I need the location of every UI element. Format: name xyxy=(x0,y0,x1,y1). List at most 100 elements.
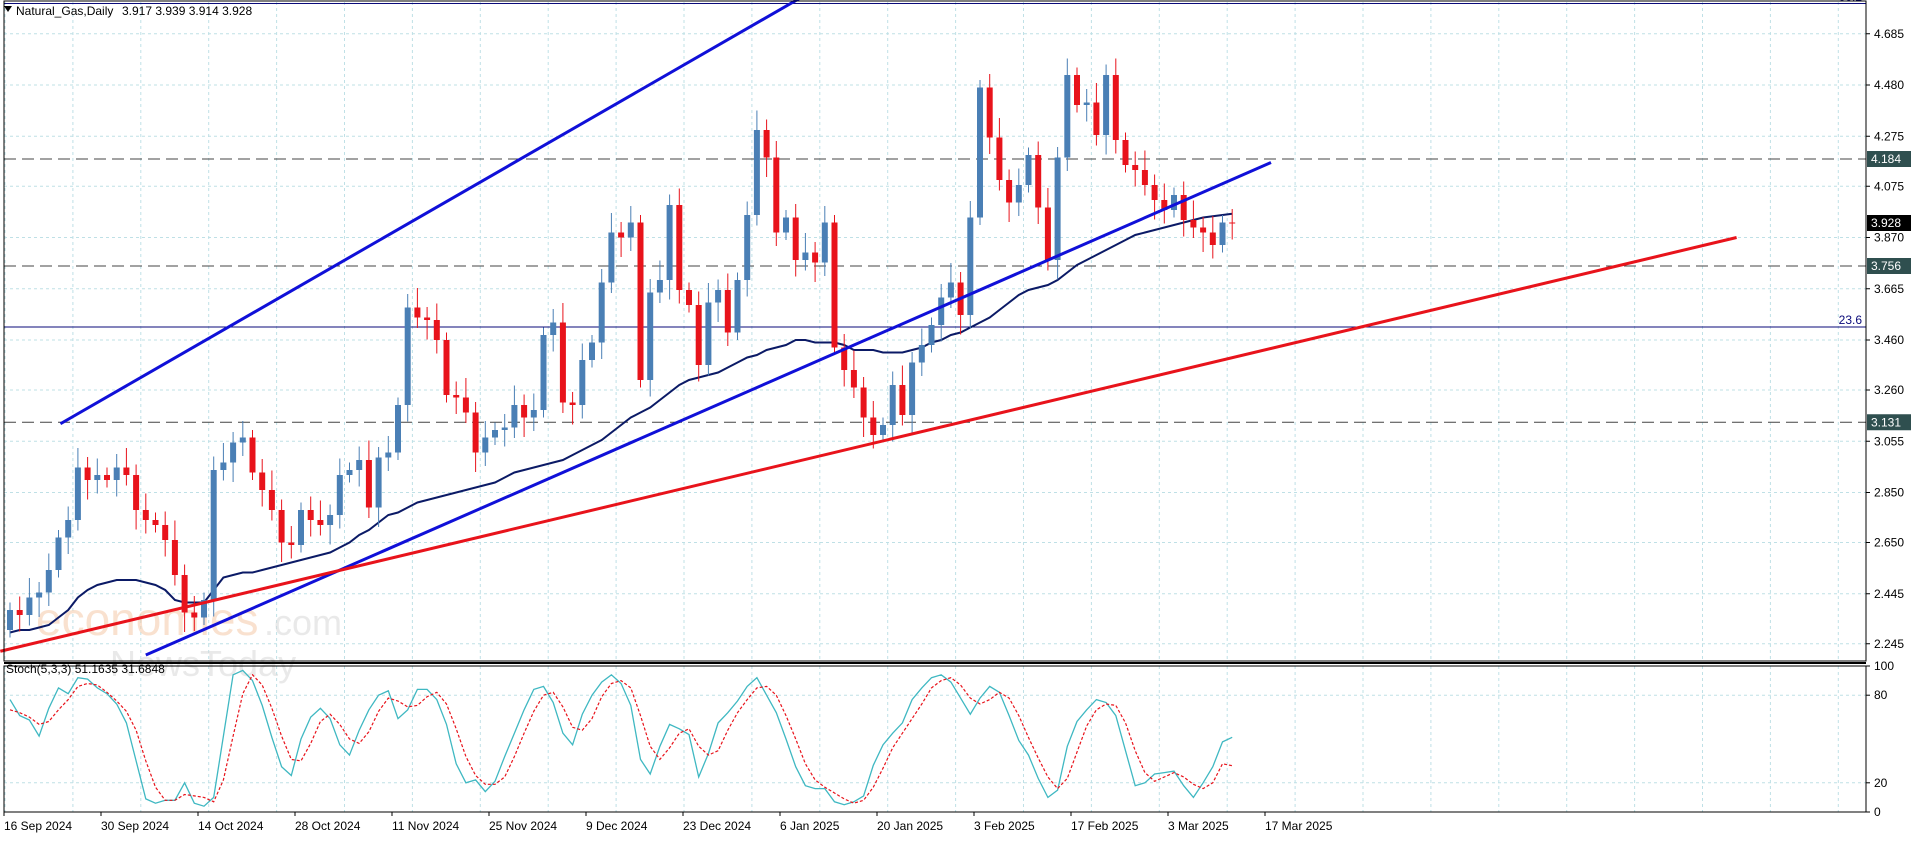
price-tick-label: 3.870 xyxy=(1874,231,1904,245)
date-tick-label: 3 Feb 2025 xyxy=(974,819,1035,833)
price-tick-label: 2.445 xyxy=(1874,587,1904,601)
candle-body xyxy=(36,592,43,598)
candle-body xyxy=(1200,227,1207,233)
candle-body xyxy=(637,222,644,380)
date-tick-label: 16 Sep 2024 xyxy=(4,819,72,833)
candle-body xyxy=(860,387,867,418)
candle-body xyxy=(550,322,557,335)
candle-body xyxy=(928,325,935,345)
candle-body xyxy=(540,335,547,410)
candle-body xyxy=(1025,155,1032,185)
candle-body xyxy=(482,437,489,453)
candle-body xyxy=(395,405,401,453)
level-price-label: 4.184 xyxy=(1871,152,1901,166)
candle-body xyxy=(45,570,52,593)
candle-body xyxy=(676,205,683,290)
candle-body xyxy=(579,360,586,405)
price-tick-label: 2.850 xyxy=(1874,486,1904,500)
candle-body xyxy=(899,385,906,415)
candle-body xyxy=(559,322,566,403)
candle-body xyxy=(589,342,595,360)
candle-body xyxy=(404,307,411,405)
candle-body xyxy=(792,217,799,260)
level-price-badge xyxy=(1867,151,1911,167)
candle-body xyxy=(16,610,23,615)
stochastic-main-line xyxy=(9,669,1233,807)
price-tick-label: 4.480 xyxy=(1874,78,1904,92)
channel-upper-line[interactable] xyxy=(59,0,805,426)
candle-body xyxy=(65,520,72,538)
date-tick-label: 3 Mar 2025 xyxy=(1168,819,1229,833)
candle-body xyxy=(220,462,227,470)
candle-body xyxy=(7,610,13,630)
candle-body xyxy=(996,137,1003,180)
candle-body xyxy=(346,470,353,475)
candle-body xyxy=(327,515,334,525)
candle-body xyxy=(259,472,266,490)
date-tick-label: 11 Nov 2024 xyxy=(392,819,459,833)
candle-body xyxy=(1112,75,1119,140)
level-price-badge xyxy=(1867,414,1911,431)
candle-body xyxy=(268,490,275,510)
date-tick-label: 14 Oct 2024 xyxy=(198,819,264,833)
candle-body xyxy=(715,290,722,303)
candle-body xyxy=(608,232,615,283)
candle-body xyxy=(191,612,198,618)
candle-body xyxy=(181,575,188,613)
support-trendline[interactable] xyxy=(0,236,1737,653)
date-tick-label: 20 Jan 2025 xyxy=(877,819,943,833)
candle-body xyxy=(501,427,508,430)
candle-body xyxy=(336,475,343,515)
date-tick-label: 28 Oct 2024 xyxy=(295,819,361,833)
candle-body xyxy=(26,597,33,615)
stochastic-pane-frame xyxy=(3,665,1867,813)
price-tick-label: 2.245 xyxy=(1874,637,1904,651)
candle-body xyxy=(74,467,81,520)
candle-body xyxy=(414,307,421,318)
candle-body xyxy=(162,525,169,540)
candle-body xyxy=(695,305,702,365)
candle-body xyxy=(802,252,809,260)
stochastic-signal-line xyxy=(9,673,1233,804)
dropdown-triangle-icon[interactable] xyxy=(4,6,12,12)
candle-body xyxy=(278,510,285,543)
candle-body xyxy=(656,280,663,293)
price-tick-label: 4.275 xyxy=(1874,129,1904,143)
main-pane-frame xyxy=(3,0,1867,662)
candle-body xyxy=(618,232,625,238)
stochastic-label: Stoch(5,3,3) 51.1635 31.6848 xyxy=(6,662,165,676)
candle-body xyxy=(889,385,896,425)
symbol-header: Natural_Gas,Daily xyxy=(16,4,113,18)
candle-body xyxy=(492,430,498,438)
candle-body xyxy=(433,320,440,340)
candle-body xyxy=(443,340,450,395)
price-tick-label: 4.075 xyxy=(1874,179,1904,193)
candle-body xyxy=(986,87,993,138)
date-tick-label: 25 Nov 2024 xyxy=(489,819,557,833)
candle-body xyxy=(977,87,983,218)
candle-body xyxy=(870,417,877,435)
candle-body xyxy=(821,222,828,263)
candle-body xyxy=(230,442,237,463)
candle-body xyxy=(288,542,295,545)
date-tick-label: 17 Mar 2025 xyxy=(1265,819,1333,833)
candle-body xyxy=(841,347,848,370)
candle-body xyxy=(1171,195,1177,210)
candle-body xyxy=(133,475,140,510)
candle-body xyxy=(113,467,120,480)
level-price-label: 3.756 xyxy=(1871,259,1901,273)
date-tick-label: 9 Dec 2024 xyxy=(586,819,648,833)
candle-body xyxy=(1209,232,1216,245)
candle-body xyxy=(647,292,654,380)
date-tick-label: 6 Jan 2025 xyxy=(780,819,840,833)
candle-body xyxy=(753,130,760,215)
candle-body xyxy=(569,402,576,405)
date-tick-label: 30 Sep 2024 xyxy=(101,819,169,833)
candle-body xyxy=(307,510,314,520)
candle-body xyxy=(1044,207,1051,260)
svg-text:economies: economies xyxy=(36,593,258,645)
candle-body xyxy=(55,537,62,570)
level-price-label: 3.131 xyxy=(1871,415,1901,429)
